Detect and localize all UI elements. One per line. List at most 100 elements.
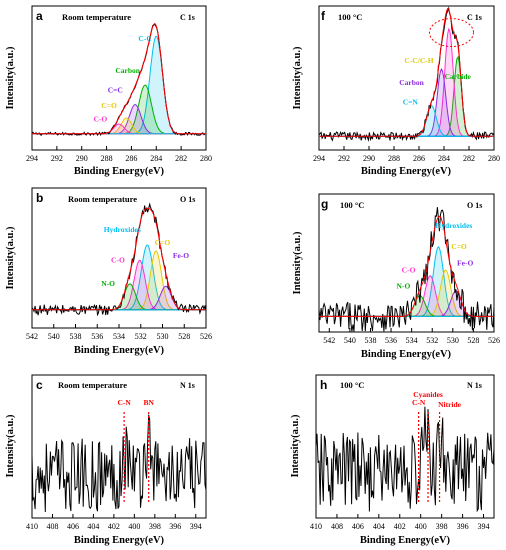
x-tick-label: 394 <box>190 522 202 531</box>
x-ticks: 294 292 290 288 286 284 282 280 <box>26 146 212 163</box>
plot-frame <box>31 5 207 151</box>
x-tick-label: 290 <box>76 154 88 163</box>
core-level-label: N 1s <box>467 381 482 390</box>
peak-marker-label: BN <box>143 398 154 407</box>
peak-annotation: Fe-O <box>457 258 473 267</box>
x-tick-label: 532 <box>426 336 438 345</box>
x-tick-label: 282 <box>463 154 475 163</box>
core-level-label: O 1s <box>180 195 195 204</box>
plot-frame <box>31 374 207 519</box>
fit-lines <box>31 414 207 513</box>
y-axis-title: Intensity(a.u.) <box>5 46 16 110</box>
x-ticks: 542 540 538 536 534 532 530 528 526 <box>323 328 500 345</box>
fit-lines <box>315 406 495 513</box>
peak-annotation: C-O <box>402 265 416 274</box>
x-tick-label: 288 <box>388 154 400 163</box>
x-tick-label: 526 <box>488 336 500 345</box>
condition-label: 100 °C <box>338 12 362 22</box>
x-ticks: 294 292 290 288 286 284 282 280 <box>313 146 500 163</box>
x-tick-label: 286 <box>413 154 425 163</box>
fit-envelope <box>32 23 206 135</box>
x-tick-label: 286 <box>125 154 137 163</box>
raw-spectrum <box>315 406 495 513</box>
x-tick-label: 400 <box>415 522 427 531</box>
x-tick-label: 528 <box>467 336 479 345</box>
peak-annotations: Hydroxides C=O C-O Fe-O N-O <box>397 221 474 290</box>
x-tick-label: 542 <box>26 332 38 341</box>
x-tick-label: 284 <box>438 154 450 163</box>
component-peak <box>319 105 494 137</box>
x-tick-label: 528 <box>178 332 190 341</box>
panel-b-o1s-room-temperature: b Room temperature O 1s 542 540 538 536 534 5… <box>5 187 212 356</box>
peak-annotation: C=N <box>403 98 419 107</box>
x-axis-title: Binding Energy(eV) <box>361 349 452 360</box>
peak-annotation: Carbide <box>445 72 472 81</box>
condition-label: Room temperature <box>68 194 137 204</box>
core-level-label: C 1s <box>180 13 195 22</box>
fit-envelope <box>319 7 494 137</box>
peak-annotation: N-O <box>397 282 411 291</box>
plot-frame <box>318 193 495 333</box>
x-tick-label: 406 <box>352 522 364 531</box>
panel-a-c1s-room-temperature: a Room temperature C 1s 294 292 290 288 286 2… <box>5 5 212 177</box>
y-axis-title: Intensity(a.u.) <box>5 414 16 478</box>
peak-annotation: Carbon <box>399 78 424 87</box>
y-axis-title: Intensity(a.u.) <box>290 414 301 478</box>
condition-label: 100 °C <box>340 380 364 390</box>
x-tick-label: 292 <box>51 154 63 163</box>
x-tick-label: 404 <box>373 522 385 531</box>
peak-annotation: C-C <box>138 34 151 43</box>
peak-annotation: Hydroxides <box>104 225 141 234</box>
x-tick-label: 534 <box>113 332 125 341</box>
x-axis-title: Binding Energy(eV) <box>360 535 451 546</box>
highlight-circle <box>429 18 474 48</box>
x-tick-label: 400 <box>128 522 140 531</box>
panel-letter: g <box>321 197 328 211</box>
x-tick-label: 398 <box>149 522 161 531</box>
y-axis-title: Intensity(a.u.) <box>292 231 303 295</box>
x-tick-label: 280 <box>488 154 500 163</box>
condition-label: Room temperature <box>62 12 131 22</box>
panel-letter: f <box>321 9 326 23</box>
x-tick-label: 290 <box>363 154 375 163</box>
peak-marker-label: Cyanides <box>413 390 443 399</box>
x-tick-label: 530 <box>157 332 169 341</box>
peak-annotation: C-O <box>111 256 125 265</box>
x-tick-label: 540 <box>344 336 356 345</box>
fit-lines <box>31 22 207 137</box>
x-tick-label: 394 <box>478 522 490 531</box>
panel-g-o1s-100c: g 100 °C O 1s 542 540 538 536 534 532 530 528 52… <box>292 193 500 360</box>
x-tick-label: 540 <box>48 332 60 341</box>
plot-frame <box>318 5 495 151</box>
core-level-label: O 1s <box>467 201 482 210</box>
raw-spectrum <box>31 414 207 513</box>
peak-markers: C-N BN <box>117 398 154 502</box>
x-tick-label: 406 <box>67 522 79 531</box>
peak-annotation: Carbon <box>115 66 140 75</box>
core-level-label: N 1s <box>180 381 195 390</box>
x-tick-label: 534 <box>406 336 418 345</box>
y-axis-title: Intensity(a.u.) <box>292 46 303 110</box>
x-axis-title: Binding Energy(eV) <box>74 345 165 356</box>
raw-spectrum <box>318 207 495 332</box>
core-level-label: C 1s <box>467 13 482 22</box>
x-ticks: 542 540 538 536 534 532 530 528 526 <box>26 324 212 341</box>
panel-f-c1s-100c: f 100 °C C 1s 294 292 290 288 286 284 282 280 C… <box>292 5 500 177</box>
panel-letter: b <box>36 191 43 205</box>
peak-annotations: Hydroxides C=O C-O Fe-O N-O <box>101 225 189 288</box>
peak-marker-label: C-N <box>412 398 426 407</box>
peak-annotation: C=O <box>101 101 117 110</box>
panel-c-n1s-room-temperature: c Room temperature N 1s 410 408 406 404 402 4… <box>5 374 207 546</box>
peak-annotations: C-C/C-H Carbon C=N Carbide <box>399 18 474 107</box>
x-tick-label: 404 <box>87 522 99 531</box>
x-tick-label: 294 <box>313 154 325 163</box>
x-tick-label: 284 <box>150 154 162 163</box>
x-tick-label: 538 <box>364 336 376 345</box>
x-tick-label: 530 <box>447 336 459 345</box>
panel-h-n1s-100c: h 100 °C N 1s 410 408 406 404 402 400 398 396 39… <box>290 374 495 546</box>
x-tick-label: 410 <box>26 522 38 531</box>
x-tick-label: 292 <box>338 154 350 163</box>
x-ticks: 410 408 406 404 402 400 398 396 394 <box>310 514 490 531</box>
